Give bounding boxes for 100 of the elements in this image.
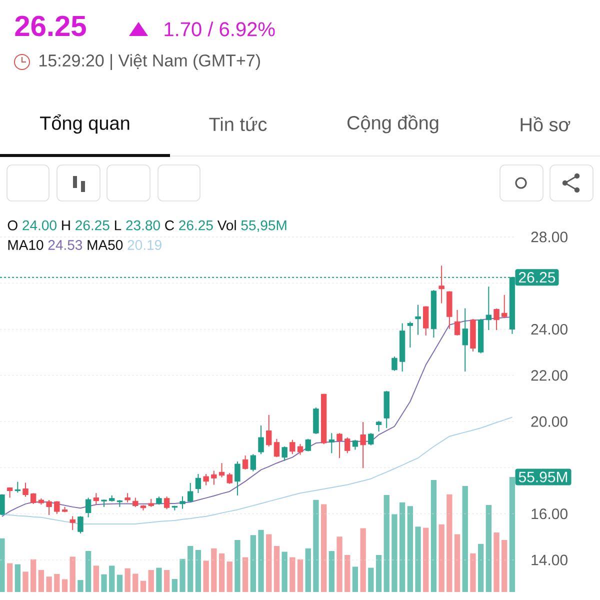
text: 26.25 (179, 220, 213, 230)
bar (93, 566, 99, 592)
candlestick (124, 492, 130, 503)
bar (62, 579, 68, 592)
candlestick (454, 309, 460, 336)
text: Tổng quan (40, 114, 130, 134)
text: 24.00 (22, 220, 56, 230)
bar (54, 574, 60, 592)
bar (164, 570, 170, 592)
text: H (62, 220, 70, 230)
candlestick (234, 460, 240, 496)
text: Vol (217, 220, 236, 230)
bar (407, 506, 413, 592)
text: 55.95M (518, 472, 568, 482)
candlestick (494, 308, 500, 330)
bar (320, 504, 327, 592)
text: O (8, 220, 18, 230)
candlestick (352, 439, 358, 450)
text: 55,95M (241, 220, 286, 232)
candlestick (211, 470, 217, 486)
y-tick-label: 28.00 (531, 232, 568, 242)
candlestick (328, 432, 335, 454)
bar (297, 559, 304, 592)
text: Cộng đồng (347, 114, 438, 134)
text: C (165, 220, 174, 230)
bar (392, 514, 398, 592)
candlestick (132, 497, 138, 508)
bar (352, 566, 358, 592)
bar (22, 572, 28, 592)
candlestick (70, 516, 76, 531)
bar (313, 500, 319, 592)
bar (415, 526, 421, 592)
candlestick (274, 438, 280, 458)
candlestick (164, 496, 170, 510)
bar (203, 560, 209, 592)
bar (376, 554, 382, 592)
bar (70, 556, 76, 592)
candlestick (78, 516, 84, 534)
bar (101, 574, 107, 592)
bar (85, 551, 92, 592)
bar (14, 564, 20, 592)
bar (46, 576, 52, 592)
bar (180, 558, 186, 592)
candlestick (290, 439, 296, 455)
text: Tin tức (209, 116, 267, 132)
y-tick-label: 14.00 (532, 554, 568, 566)
candlestick (423, 306, 429, 336)
bar (30, 559, 36, 592)
bar (188, 546, 194, 592)
candlestick (368, 432, 374, 446)
bar (470, 553, 476, 592)
candlestick (360, 422, 366, 469)
bar (226, 562, 232, 592)
bar (328, 551, 334, 592)
bar (156, 568, 162, 592)
text: 26.25 (15, 16, 86, 36)
bar (124, 568, 130, 592)
candlestick (336, 432, 342, 459)
annotation: 20.19 (128, 240, 162, 250)
candlestick (0, 494, 5, 516)
bar (423, 528, 429, 592)
bar (344, 554, 350, 592)
bar (399, 502, 406, 592)
candlestick (392, 356, 398, 372)
candlestick (462, 308, 468, 372)
bar (38, 570, 44, 592)
y-tick-label: 22.00 (531, 370, 568, 381)
bar (368, 568, 374, 592)
annotation: 24.53 (48, 240, 82, 250)
candlestick (266, 414, 272, 447)
candlestick (344, 436, 350, 454)
text: 1.70 / 6.92% (164, 22, 275, 36)
bar (462, 486, 468, 592)
bar (78, 580, 84, 592)
bar (172, 579, 178, 592)
text: 23.80 (126, 220, 160, 230)
bar (211, 548, 217, 592)
candlestick (30, 492, 36, 504)
bar (438, 524, 444, 592)
y-tick-label: 16.00 (532, 508, 568, 520)
bar (446, 494, 452, 592)
ref-line-label: 26.25 (518, 272, 556, 283)
text: Hồ sơ (520, 116, 570, 132)
text: 15:29:20 | Việt Nam (GMT+7) (40, 54, 260, 70)
bar (430, 480, 437, 592)
bar (148, 570, 154, 592)
candlestick (195, 473, 202, 494)
candlestick (242, 454, 248, 470)
bar (274, 546, 280, 592)
bar (282, 552, 288, 592)
bar (0, 538, 5, 592)
bar (454, 534, 460, 592)
bar (502, 540, 508, 592)
bar (509, 477, 516, 592)
bar (250, 535, 256, 592)
candlestick (282, 446, 288, 462)
bar (360, 528, 366, 592)
y-tick-label: 24.00 (531, 324, 568, 335)
candlestick (226, 472, 232, 484)
bar (109, 566, 115, 592)
